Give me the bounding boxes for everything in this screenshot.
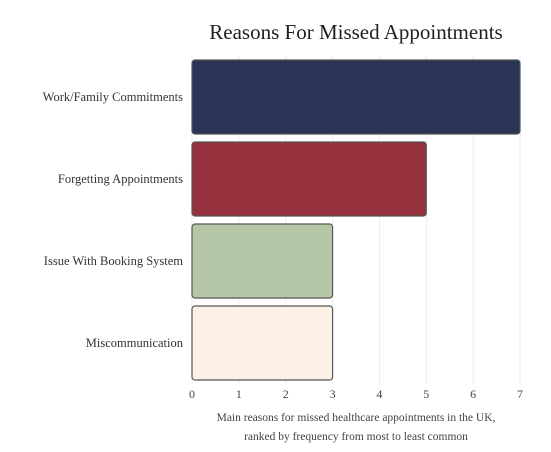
caption-line-1: Main reasons for missed healthcare appoi… (217, 412, 496, 424)
chart-title: Reasons For Missed Appointments (209, 20, 502, 44)
x-tick-label: 7 (517, 387, 523, 401)
bars (191, 59, 521, 381)
caption-line-2: ranked by frequency from most to least c… (244, 431, 468, 443)
category-label: Forgetting Appointments (58, 172, 183, 186)
category-label: Work/Family Commitments (43, 90, 183, 104)
x-tick-label: 6 (470, 387, 476, 401)
category-label: Issue With Booking System (44, 254, 183, 268)
x-tick-label: 1 (236, 387, 242, 401)
bar (191, 223, 334, 299)
x-tick-labels: 0 1 2 3 4 5 6 7 (189, 387, 523, 401)
bar (191, 305, 334, 381)
bar (191, 141, 427, 217)
category-label: Miscommunication (86, 336, 184, 350)
x-tick-label: 4 (376, 387, 382, 401)
x-tick-label: 3 (330, 387, 336, 401)
x-tick-label: 2 (283, 387, 289, 401)
x-tick-label: 5 (423, 387, 429, 401)
x-tick-label: 0 (189, 387, 195, 401)
bar (191, 59, 521, 135)
category-labels: Work/Family Commitments Forgetting Appoin… (43, 90, 184, 350)
